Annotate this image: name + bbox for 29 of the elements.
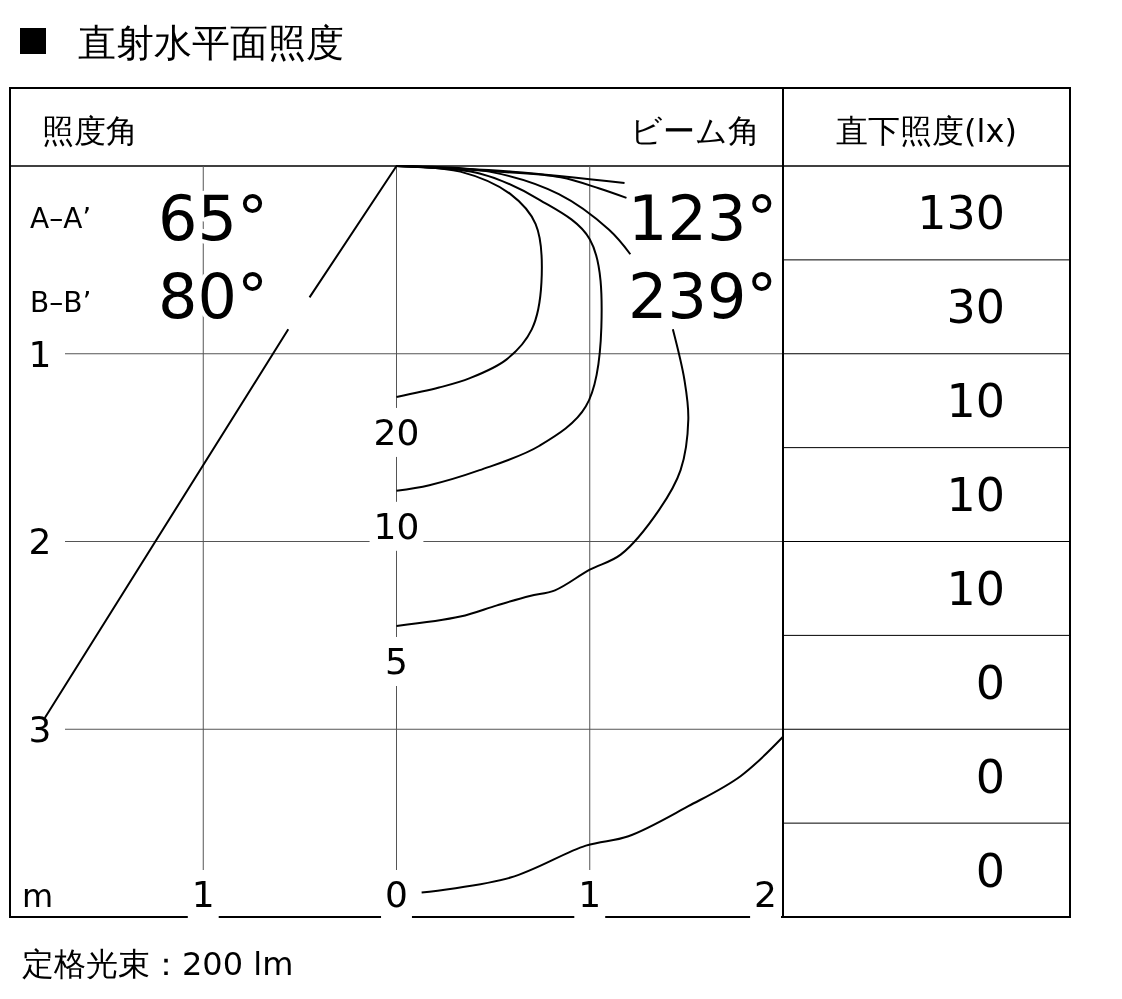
text: 直下照度(lx) [836,112,1017,150]
data-label: 10 [946,374,1005,429]
annotation: 80° [158,260,268,333]
series-label: 20 [373,411,420,453]
text: ビーム角 [630,112,760,150]
x-axis-title: m [22,877,54,915]
annotation: B–B’ [30,286,92,319]
annotation: 239° [628,260,778,333]
y-tick-label: 2 [28,521,52,563]
series-label: 5 [385,640,408,682]
y-tick-label: 1 [28,333,52,375]
data-label: 0 [975,655,1005,710]
data-label: 10 [946,562,1005,616]
y-tick-label: 3 [28,709,52,751]
data-label: 10 [946,468,1005,523]
annotation: 123° [628,182,778,255]
x-tick-label: 2 [754,874,777,915]
text: 照度角 [42,112,138,150]
data-label: 130 [917,186,1005,241]
data-label: 30 [946,280,1005,335]
annotation: A–A’ [30,202,92,235]
x-tick-label: 1 [578,874,602,915]
data-label: 0 [975,749,1005,804]
text: 定格光束：200 lm [22,945,294,983]
annotation: 65° [158,182,268,255]
chart-title: 直射水平面照度 [78,21,344,65]
x-tick-label: 1 [191,874,215,915]
x-tick-label: 0 [385,874,408,915]
series-label: 10 [373,505,420,547]
